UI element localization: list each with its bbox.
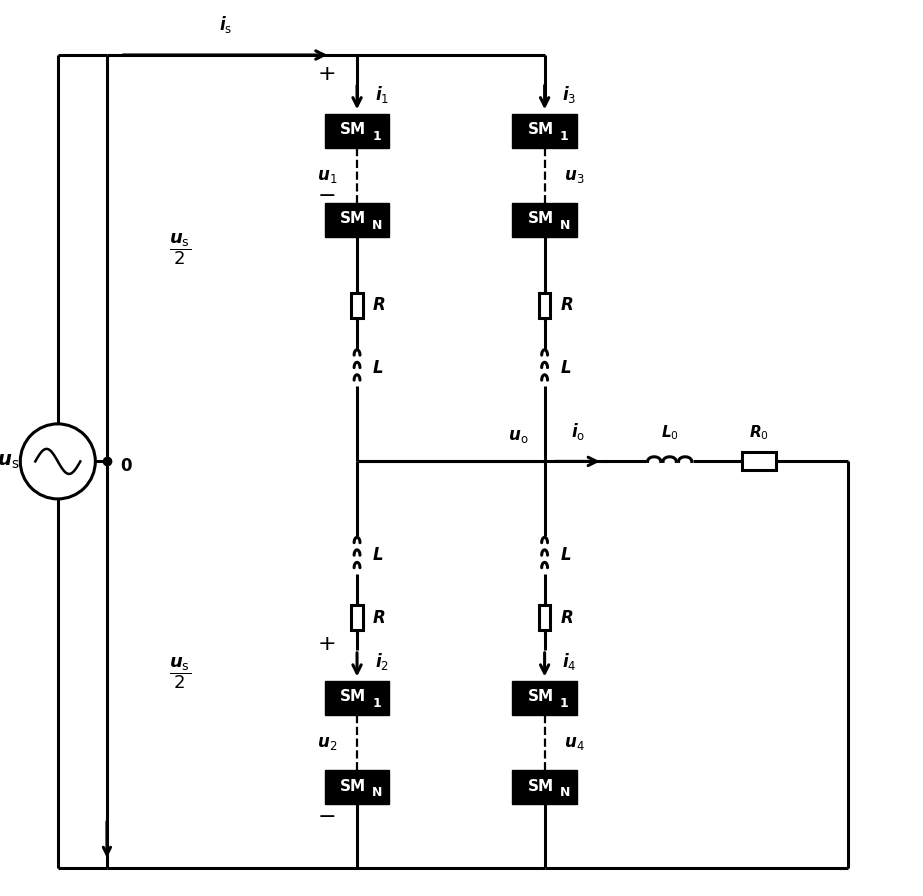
Text: $\mathbf{1}$: $\mathbf{1}$	[559, 130, 569, 142]
Bar	[352, 605, 363, 630]
Text: $-$: $-$	[317, 806, 335, 825]
Text: $\boldsymbol{L}$: $\boldsymbol{L}$	[559, 547, 571, 564]
Text: $\boldsymbol{u}_3$: $\boldsymbol{u}_3$	[564, 167, 585, 185]
Text: $\mathbf{SM}$: $\mathbf{SM}$	[527, 121, 554, 137]
Text: $\boldsymbol{R}$: $\boldsymbol{R}$	[559, 608, 573, 626]
Text: $\boldsymbol{u}_1$: $\boldsymbol{u}_1$	[317, 167, 338, 185]
Bar	[325, 771, 390, 805]
Text: $\boldsymbol{i}_1$: $\boldsymbol{i}_1$	[375, 84, 390, 105]
Bar	[325, 114, 390, 148]
Text: $+$: $+$	[317, 64, 335, 83]
Bar	[539, 605, 550, 630]
Text: $\boldsymbol{i}_2$: $\boldsymbol{i}_2$	[375, 651, 389, 672]
Text: $\boldsymbol{R}_0$: $\boldsymbol{R}_0$	[749, 423, 769, 442]
Text: $\mathbf{SM}$: $\mathbf{SM}$	[339, 778, 366, 794]
Bar	[539, 293, 550, 317]
Text: $\mathbf{N}$: $\mathbf{N}$	[371, 787, 382, 799]
Text: $\boldsymbol{i}_{\rm o}$: $\boldsymbol{i}_{\rm o}$	[571, 421, 586, 442]
Text: $\boldsymbol{u}_{\rm o}$: $\boldsymbol{u}_{\rm o}$	[508, 427, 529, 445]
Bar	[742, 452, 776, 470]
Text: $\dfrac{\boldsymbol{u}_{\rm s}}{2}$: $\dfrac{\boldsymbol{u}_{\rm s}}{2}$	[169, 231, 191, 267]
Bar	[325, 681, 390, 715]
Text: $\mathbf{SM}$: $\mathbf{SM}$	[527, 211, 554, 227]
Text: $\mathbf{SM}$: $\mathbf{SM}$	[527, 688, 554, 704]
Text: $\mathbf{N}$: $\mathbf{N}$	[558, 220, 569, 232]
Text: $\dfrac{\boldsymbol{u}_{\rm s}}{2}$: $\dfrac{\boldsymbol{u}_{\rm s}}{2}$	[169, 656, 191, 692]
Bar	[512, 771, 577, 805]
Text: $\mathbf{N}$: $\mathbf{N}$	[558, 787, 569, 799]
Bar	[325, 203, 390, 237]
Text: $\boldsymbol{i}_4$: $\boldsymbol{i}_4$	[562, 651, 577, 672]
Text: $\boldsymbol{u}_4$: $\boldsymbol{u}_4$	[564, 734, 585, 752]
Text: $\mathbf{SM}$: $\mathbf{SM}$	[339, 688, 366, 704]
Text: $\boldsymbol{R}$: $\boldsymbol{R}$	[372, 608, 386, 626]
Text: $\boldsymbol{L}$: $\boldsymbol{L}$	[372, 547, 384, 564]
Text: $\boldsymbol{R}$: $\boldsymbol{R}$	[372, 296, 386, 314]
Text: $\boldsymbol{L}$: $\boldsymbol{L}$	[372, 358, 384, 376]
Text: $\mathbf{SM}$: $\mathbf{SM}$	[339, 121, 366, 137]
Text: $\boldsymbol{i}_{\rm s}$: $\boldsymbol{i}_{\rm s}$	[219, 14, 232, 35]
Bar	[512, 203, 577, 237]
Text: $\boldsymbol{i}_3$: $\boldsymbol{i}_3$	[562, 84, 577, 105]
Text: $\boldsymbol{u}_{\rm s}$: $\boldsymbol{u}_{\rm s}$	[0, 452, 20, 471]
Text: $+$: $+$	[317, 633, 335, 653]
Text: $\boldsymbol{L}_0$: $\boldsymbol{L}_0$	[661, 423, 678, 442]
Text: $\mathbf{N}$: $\mathbf{N}$	[371, 220, 382, 232]
Text: $\mathbf{1}$: $\mathbf{1}$	[559, 697, 569, 710]
Bar	[512, 681, 577, 715]
Bar	[352, 293, 363, 317]
Text: $\mathbf{SM}$: $\mathbf{SM}$	[527, 778, 554, 794]
Text: $\boldsymbol{L}$: $\boldsymbol{L}$	[559, 358, 571, 376]
Text: $\boldsymbol{R}$: $\boldsymbol{R}$	[559, 296, 573, 314]
Text: $\mathbf{1}$: $\mathbf{1}$	[372, 130, 381, 142]
Text: $-$: $-$	[317, 185, 335, 204]
Text: $\mathbf{SM}$: $\mathbf{SM}$	[339, 211, 366, 227]
Bar	[512, 114, 577, 148]
Text: $\mathbf{1}$: $\mathbf{1}$	[372, 697, 381, 710]
Text: $\boldsymbol{u}_2$: $\boldsymbol{u}_2$	[318, 734, 338, 752]
Text: $\mathbf{0}$: $\mathbf{0}$	[120, 457, 133, 475]
